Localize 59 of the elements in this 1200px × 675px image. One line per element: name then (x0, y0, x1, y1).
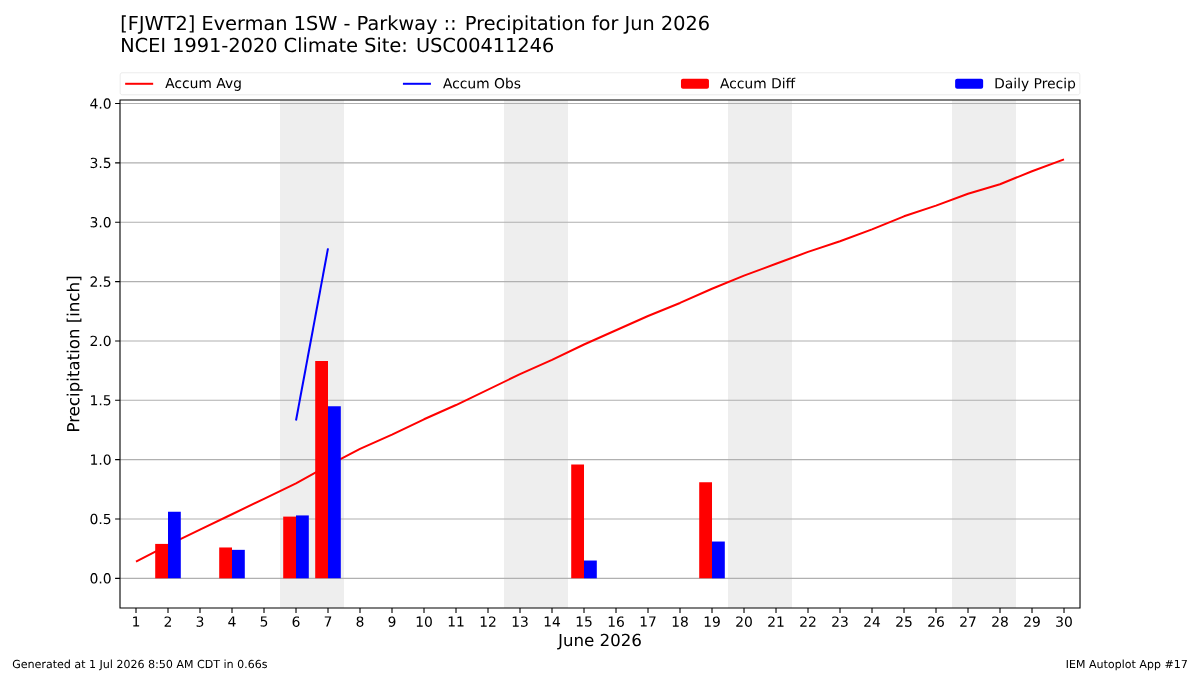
x-tick-label: 28 (992, 616, 1008, 627)
y-tick-label: 3.0 (90, 217, 111, 228)
x-tick-label: 15 (576, 616, 592, 627)
x-tick-label: 20 (736, 616, 752, 627)
x-tick-label: 1 (133, 616, 140, 627)
x-tick-label: 21 (768, 616, 784, 627)
x-tick-label: 16 (608, 616, 624, 627)
x-tick-label: 9 (388, 616, 396, 627)
y-tick-label: 4.0 (90, 98, 111, 109)
x-tick-label: 25 (896, 616, 912, 627)
x-tick-label: 2 (164, 616, 172, 627)
x-tick-label: 11 (448, 616, 464, 627)
y-tick-label: 0.0 (90, 573, 111, 584)
y-axis-title: Precipitation [inch] (66, 276, 83, 431)
x-tick-label: 27 (960, 616, 976, 627)
x-tick-label: 7 (324, 616, 332, 627)
bar (232, 549, 245, 579)
y-tick-label: 1.0 (91, 454, 111, 465)
bar (584, 560, 597, 579)
y-tick-label: 2.5 (90, 276, 111, 287)
x-tick-label: 18 (672, 616, 688, 627)
y-tick-label: 0.5 (90, 513, 111, 525)
x-tick-label: 14 (544, 616, 561, 627)
x-tick-label: 24 (864, 616, 881, 627)
x-tick-label: 29 (1024, 616, 1040, 627)
x-tick-label: 12 (480, 616, 496, 627)
x-tick-label: 17 (640, 616, 656, 627)
bar (219, 547, 232, 579)
x-tick-label: 5 (260, 616, 268, 627)
x-tick-label: 19 (704, 616, 720, 627)
x-tick-label: 3 (196, 616, 204, 627)
bar (283, 516, 296, 579)
legend-label: Daily Precip (995, 77, 1076, 92)
bar (168, 511, 181, 579)
x-axis-title: June 2026 (557, 633, 641, 650)
x-tick-label: 23 (832, 616, 848, 627)
x-tick-label: 8 (356, 616, 364, 627)
legend-label: Accum Diff (720, 77, 796, 89)
y-tick-label: 1.5 (91, 395, 111, 406)
text: IEM Autoplot App #17 (1066, 659, 1187, 671)
bar (571, 464, 584, 579)
bar (712, 541, 725, 579)
legend-label: Accum Obs (443, 77, 521, 89)
y-tick-label: 3.5 (90, 157, 111, 169)
x-tick-label: 30 (1056, 616, 1072, 627)
x-tick-label: 22 (800, 616, 816, 627)
x-tick-label: 13 (512, 616, 528, 627)
chart-subtitle: NCEI 1991-2020 Climate Site: USC00411246 (122, 37, 554, 53)
x-tick-label: 26 (928, 616, 944, 627)
chart-title: [FJWT2] Everman 1SW - Parkway :: Precipitation for Jun 2026 (121, 15, 709, 35)
x-tick-label: 4 (228, 616, 236, 627)
text: Generated at 1 Jul 2026 8:50 AM CDT in 0.66s (12, 659, 267, 671)
y-tick-label: 2.0 (90, 335, 111, 347)
x-tick-label: 6 (292, 616, 300, 627)
bar (296, 515, 309, 579)
bar (699, 482, 713, 579)
bar (328, 406, 341, 579)
legend-label: Accum Avg (165, 78, 241, 91)
x-tick-label: 10 (416, 616, 432, 627)
